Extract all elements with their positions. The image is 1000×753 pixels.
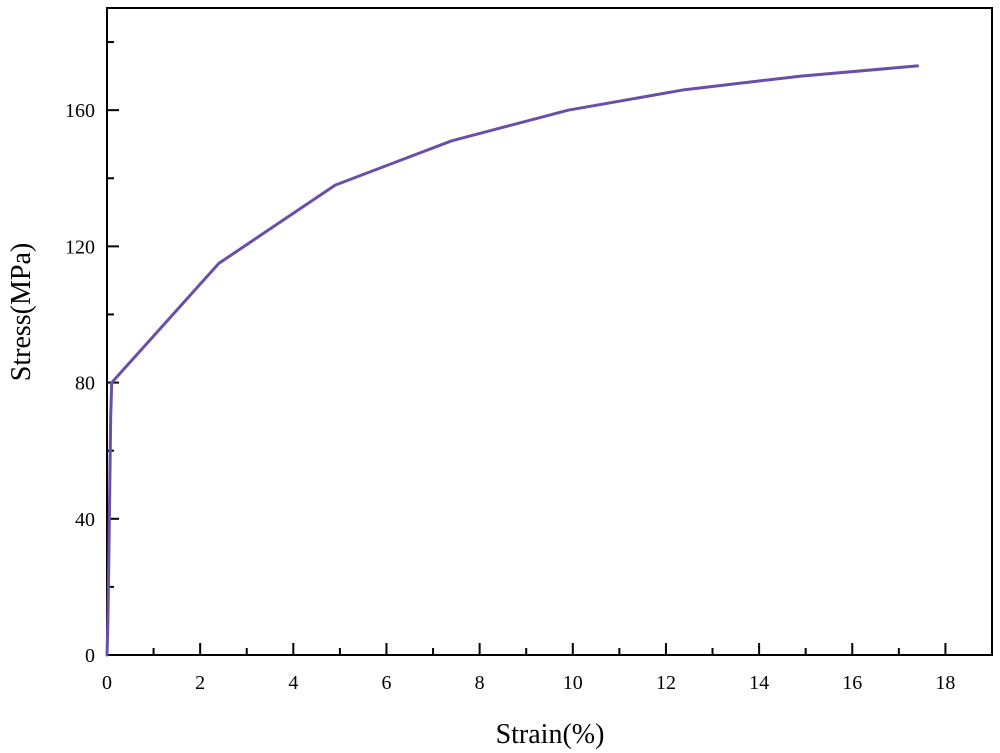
plot-frame-group bbox=[106, 7, 993, 656]
x-tick-label: 2 bbox=[195, 672, 205, 694]
y-tick-label: 120 bbox=[65, 236, 95, 258]
x-tick-label: 6 bbox=[381, 672, 391, 694]
series-group bbox=[105, 64, 919, 657]
y-axis-ticks: 0 40 80 120 160 bbox=[65, 41, 119, 667]
y-axis-title: Stress(MPa) bbox=[6, 243, 37, 381]
x-tick-label: 10 bbox=[563, 672, 583, 694]
x-tick-label: 4 bbox=[288, 672, 298, 694]
y-tick-label: 40 bbox=[75, 509, 95, 531]
plot-frame bbox=[106, 7, 993, 656]
x-tick-label: 0 bbox=[102, 672, 112, 694]
x-tick-label: 8 bbox=[475, 672, 485, 694]
y-tick-label: 80 bbox=[75, 373, 95, 395]
y-tick-label: 160 bbox=[65, 100, 95, 122]
x-tick-label: 14 bbox=[749, 672, 769, 694]
x-axis-ticks: 0 2 4 6 8 10 12 14 16 18 bbox=[102, 643, 955, 694]
y-tick-label: 0 bbox=[85, 645, 95, 667]
x-tick-label: 16 bbox=[842, 672, 862, 694]
series-line bbox=[105, 64, 919, 657]
x-axis-title: Strain(%) bbox=[496, 719, 605, 750]
x-tick-label: 12 bbox=[656, 672, 676, 694]
x-tick-label: 18 bbox=[935, 672, 955, 694]
